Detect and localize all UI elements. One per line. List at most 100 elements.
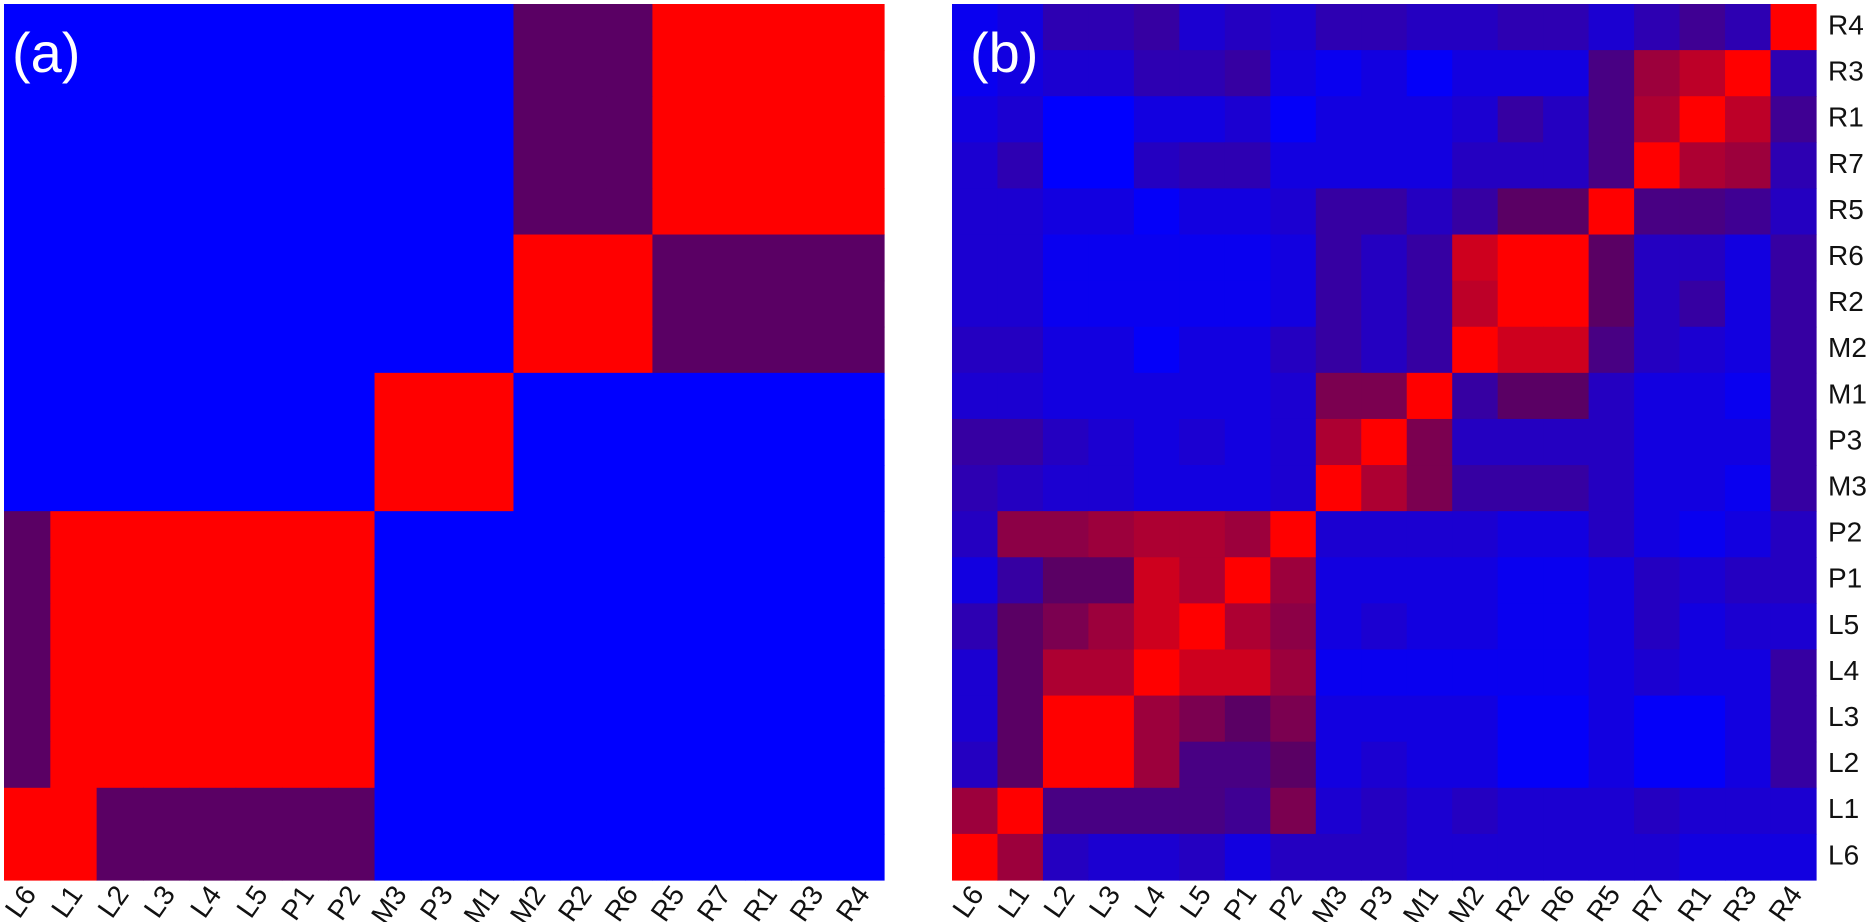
heatmap-cell [652, 142, 700, 190]
heatmap-cell [745, 787, 792, 835]
x-tick-label: L5 [230, 880, 273, 922]
heatmap-cell [281, 787, 329, 835]
heatmap-cell [235, 741, 283, 789]
heatmap-cell [1543, 465, 1590, 512]
heatmap-cell [235, 833, 283, 881]
heatmap-cell [467, 603, 515, 651]
heatmap-cell [1770, 603, 1817, 651]
heatmap-cell [652, 188, 700, 236]
x-tick-label: P3 [1354, 880, 1399, 922]
heatmap-cell [837, 372, 885, 420]
heatmap-cell [606, 418, 654, 466]
heatmap-cell [235, 695, 283, 743]
heatmap-cell [1679, 234, 1726, 282]
heatmap-cell [281, 833, 329, 881]
heatmap-cell [837, 96, 885, 143]
heatmap-cell [1406, 326, 1453, 374]
heatmap-cell [1042, 50, 1090, 97]
heatmap-cell [559, 833, 607, 881]
heatmap-cell [1270, 557, 1317, 604]
heatmap-cell [1634, 50, 1681, 97]
heatmap-cell [952, 4, 999, 51]
heatmap-cell [1679, 695, 1726, 743]
heatmap-cell [652, 234, 700, 282]
heatmap-cell [1133, 603, 1180, 651]
heatmap-cell [1270, 372, 1317, 420]
heatmap-cell [1315, 234, 1362, 282]
heatmap-cell [420, 418, 468, 466]
heatmap-cell [952, 695, 999, 743]
y-tick-label: R4 [1828, 9, 1864, 40]
heatmap-cell [4, 142, 51, 190]
heatmap-cell [328, 649, 376, 697]
heatmap-cell [837, 280, 885, 328]
heatmap-cell [791, 326, 839, 374]
heatmap-cell [1497, 96, 1544, 143]
heatmap-cell [328, 280, 376, 328]
heatmap-cell [281, 372, 329, 420]
heatmap-cell [791, 649, 839, 697]
heatmap-cell [467, 418, 515, 466]
heatmap-cell [96, 695, 144, 743]
heatmap-cell [1270, 787, 1317, 835]
heatmap-cell [1042, 234, 1090, 282]
heatmap-cell [513, 4, 561, 51]
heatmap-cell [1361, 787, 1408, 835]
heatmap-cell [467, 649, 515, 697]
heatmap-cell [513, 96, 561, 143]
heatmap-cell [1042, 280, 1090, 328]
heatmap-cell [1270, 50, 1317, 97]
heatmap-cell [142, 50, 190, 97]
heatmap-cell [1315, 511, 1362, 558]
heatmap-cell [1634, 833, 1681, 881]
heatmap-cell [997, 96, 1044, 143]
heatmap-cell [420, 557, 468, 604]
heatmap-cell [1179, 511, 1226, 558]
heatmap-cell [837, 833, 885, 881]
heatmap-cell [1088, 96, 1135, 143]
heatmap-cell [837, 234, 885, 282]
heatmap-cell [4, 787, 51, 835]
heatmap-cell [189, 695, 237, 743]
heatmap-cell [281, 234, 329, 282]
heatmap-cell [606, 234, 654, 282]
heatmap-cell [1179, 280, 1226, 328]
heatmap-cell [281, 557, 329, 604]
x-tick-label: M3 [1306, 880, 1354, 922]
heatmap-cell [189, 787, 237, 835]
heatmap-cell [606, 649, 654, 697]
heatmap-cell [745, 326, 792, 374]
heatmap-cell [1770, 741, 1817, 789]
heatmap-cell [1224, 695, 1271, 743]
heatmap-cell [1452, 649, 1499, 697]
heatmap-cell [1406, 741, 1453, 789]
heatmap-cell [1361, 603, 1408, 651]
heatmap-cell [1315, 603, 1362, 651]
heatmap-cell [1270, 326, 1317, 374]
heatmap-cell [1042, 649, 1090, 697]
heatmap-cell [1133, 142, 1180, 190]
heatmap-cell [698, 603, 746, 651]
heatmap-cell [745, 142, 792, 190]
heatmap-cell [1179, 787, 1226, 835]
heatmap-cell [96, 96, 144, 143]
heatmap-cell [4, 418, 51, 466]
heatmap-cell [1452, 511, 1499, 558]
heatmap-cell [1270, 649, 1317, 697]
y-tick-label: R6 [1828, 240, 1864, 271]
heatmap-cell [1179, 50, 1226, 97]
heatmap-cell [1452, 557, 1499, 604]
heatmap-cell [142, 741, 190, 789]
heatmap-cell [698, 372, 746, 420]
heatmap-cell [559, 142, 607, 190]
heatmap-cell [559, 557, 607, 604]
heatmap-cell [189, 326, 237, 374]
heatmap-cell [281, 465, 329, 512]
y-tick-label: P3 [1828, 424, 1862, 455]
heatmap-cell [1224, 280, 1271, 328]
x-tick-label: L3 [138, 880, 181, 922]
heatmap-cell [235, 50, 283, 97]
heatmap-cell [791, 372, 839, 420]
heatmap-cell [1497, 280, 1544, 328]
y-tick-label: M2 [1828, 332, 1867, 363]
